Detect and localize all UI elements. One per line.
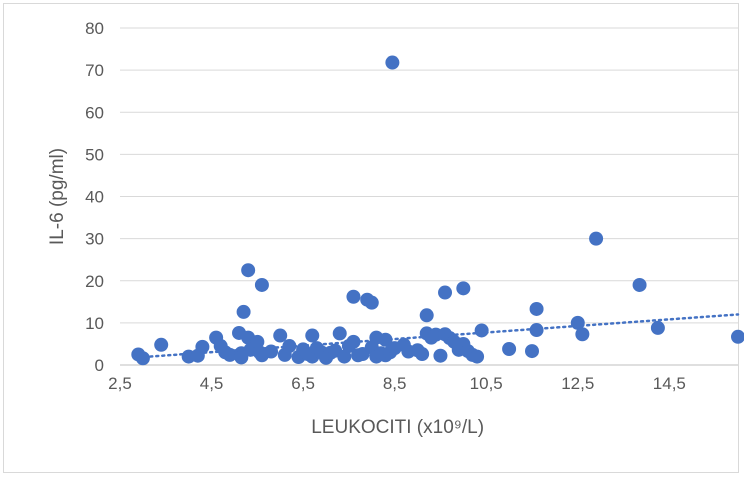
data-point bbox=[305, 328, 320, 343]
data-point bbox=[332, 326, 347, 341]
data-point bbox=[456, 281, 471, 296]
data-point bbox=[364, 295, 379, 310]
data-point bbox=[264, 344, 279, 359]
data-point bbox=[273, 328, 288, 343]
x-tick-label: 10,5 bbox=[470, 374, 503, 393]
data-point bbox=[731, 329, 744, 344]
data-point bbox=[529, 301, 544, 316]
x-tick-label: 8,5 bbox=[383, 374, 407, 393]
data-point bbox=[438, 285, 453, 300]
data-point bbox=[470, 349, 485, 364]
data-point bbox=[195, 339, 210, 354]
data-point bbox=[236, 304, 251, 319]
chart-frame bbox=[3, 3, 739, 473]
data-point bbox=[415, 347, 430, 362]
data-point bbox=[378, 332, 393, 347]
y-tick-label: 20 bbox=[85, 272, 104, 291]
y-axis-title: IL-6 (pg/ml) bbox=[47, 148, 68, 245]
data-point bbox=[529, 323, 544, 338]
data-point bbox=[589, 231, 604, 246]
y-tick-label: 50 bbox=[85, 145, 104, 164]
gridlines bbox=[120, 27, 738, 324]
data-point bbox=[346, 289, 361, 304]
x-tick-label: 12,5 bbox=[561, 374, 594, 393]
y-tick-label: 80 bbox=[85, 19, 104, 38]
data-point bbox=[385, 55, 400, 70]
y-tick-labels: 0 10 20 30 40 50 60 70 80 bbox=[85, 19, 104, 375]
y-tick-label: 0 bbox=[95, 356, 104, 375]
data-point bbox=[241, 263, 256, 278]
data-point bbox=[650, 320, 665, 335]
y-tick-label: 70 bbox=[85, 61, 104, 80]
data-points bbox=[131, 55, 744, 366]
data-point bbox=[346, 334, 361, 349]
data-point bbox=[135, 351, 150, 366]
x-tick-labels: 2,5 4,5 6,5 8,5 10,5 12,5 14,5 bbox=[108, 374, 686, 393]
data-point bbox=[222, 347, 237, 362]
x-tick-label: 6,5 bbox=[291, 374, 315, 393]
data-point bbox=[154, 337, 169, 352]
data-point bbox=[570, 315, 585, 330]
data-point bbox=[525, 344, 539, 359]
x-tick-label: 14,5 bbox=[653, 374, 686, 393]
y-tick-label: 10 bbox=[85, 314, 104, 333]
x-axis-title: LEUKOCITI (x10⁹/L) bbox=[311, 417, 484, 438]
data-point bbox=[474, 323, 489, 338]
y-tick-label: 30 bbox=[85, 230, 104, 249]
x-tick-label: 4,5 bbox=[200, 374, 224, 393]
data-point bbox=[419, 308, 434, 323]
data-point bbox=[502, 341, 517, 356]
y-tick-label: 60 bbox=[85, 103, 104, 122]
y-tick-label: 40 bbox=[85, 188, 104, 207]
data-point bbox=[337, 349, 352, 364]
x-tick-label: 2,5 bbox=[108, 374, 132, 393]
data-point bbox=[282, 339, 297, 354]
data-point bbox=[254, 277, 269, 292]
data-point bbox=[632, 277, 647, 292]
data-point bbox=[250, 334, 265, 349]
data-point bbox=[575, 327, 590, 342]
data-point bbox=[433, 348, 448, 363]
